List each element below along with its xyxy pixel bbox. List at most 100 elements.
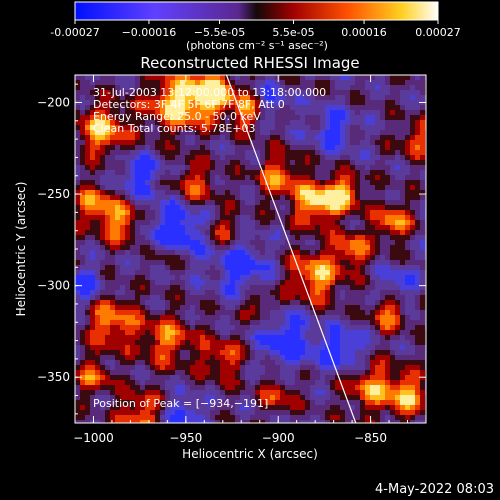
heatmap-cell <box>150 225 155 230</box>
heatmap-cell <box>170 395 175 400</box>
heatmap-cell <box>95 365 100 370</box>
heatmap-cell <box>170 240 175 245</box>
heatmap-cell <box>250 155 255 160</box>
heatmap-cell <box>175 195 180 200</box>
heatmap-cell <box>270 140 275 145</box>
heatmap-cell <box>75 195 80 200</box>
heatmap-cell <box>280 255 285 260</box>
heatmap-cell <box>130 75 135 80</box>
heatmap-cell <box>350 390 355 395</box>
heatmap-cell <box>150 265 155 270</box>
heatmap-cell <box>335 235 340 240</box>
heatmap-cell <box>305 355 310 360</box>
heatmap-cell <box>90 310 95 315</box>
heatmap-cell <box>130 105 135 110</box>
heatmap-cell <box>340 315 345 320</box>
heatmap-cell <box>245 140 250 145</box>
heatmap-cell <box>190 90 195 95</box>
heatmap-cell <box>145 130 150 135</box>
heatmap-cell <box>100 90 105 95</box>
heatmap-cell <box>140 275 145 280</box>
heatmap-cell <box>350 100 355 105</box>
heatmap-cell <box>400 145 405 150</box>
heatmap-cell <box>405 250 410 255</box>
heatmap-cell <box>405 370 410 375</box>
heatmap-cell <box>255 240 260 245</box>
heatmap-cell <box>250 145 255 150</box>
heatmap-cell <box>195 130 200 135</box>
heatmap-cell <box>290 215 295 220</box>
heatmap-cell <box>370 390 375 395</box>
heatmap-cell <box>215 345 220 350</box>
heatmap-cell <box>95 140 100 145</box>
heatmap-cell <box>220 255 225 260</box>
heatmap-cell <box>90 380 95 385</box>
heatmap-cell <box>150 200 155 205</box>
heatmap-cell <box>365 210 370 215</box>
heatmap-cell <box>265 390 270 395</box>
heatmap-cell <box>360 270 365 275</box>
heatmap-cell <box>410 310 415 315</box>
heatmap-cell <box>100 370 105 375</box>
heatmap-cell <box>420 405 425 410</box>
heatmap-cell <box>155 215 160 220</box>
heatmap-cell <box>175 365 180 370</box>
heatmap-cell <box>415 200 420 205</box>
heatmap-cell <box>345 260 350 265</box>
heatmap-cell <box>100 350 105 355</box>
heatmap-cell <box>225 340 230 345</box>
heatmap-cell <box>305 155 310 160</box>
heatmap-cell <box>140 405 145 410</box>
heatmap-cell <box>290 340 295 345</box>
heatmap-cell <box>85 390 90 395</box>
heatmap-cell <box>285 130 290 135</box>
heatmap-cell <box>365 400 370 405</box>
heatmap-cell <box>295 290 300 295</box>
heatmap-cell <box>180 150 185 155</box>
heatmap-cell <box>155 225 160 230</box>
heatmap-cell <box>275 395 280 400</box>
heatmap-cell <box>105 395 110 400</box>
heatmap-cell <box>245 270 250 275</box>
heatmap-cell <box>225 190 230 195</box>
heatmap-cell <box>300 295 305 300</box>
heatmap-cell <box>255 140 260 145</box>
heatmap-cell <box>125 115 130 120</box>
heatmap-cell <box>210 130 215 135</box>
heatmap-cell <box>370 265 375 270</box>
heatmap-cell <box>145 175 150 180</box>
heatmap-cell <box>165 230 170 235</box>
heatmap-cell <box>250 90 255 95</box>
heatmap-cell <box>95 320 100 325</box>
heatmap-cell <box>295 400 300 405</box>
heatmap-cell <box>400 130 405 135</box>
heatmap-cell <box>285 190 290 195</box>
heatmap-cell <box>350 255 355 260</box>
heatmap-cell <box>340 260 345 265</box>
heatmap-cell <box>100 235 105 240</box>
heatmap-cell <box>135 145 140 150</box>
heatmap-cell <box>285 165 290 170</box>
heatmap-cell <box>370 75 375 80</box>
heatmap-cell <box>155 295 160 300</box>
heatmap-cell <box>190 350 195 355</box>
heatmap-cell <box>300 115 305 120</box>
heatmap-cell <box>125 335 130 340</box>
heatmap-cell <box>210 345 215 350</box>
heatmap-cell <box>390 125 395 130</box>
heatmap-cell <box>170 290 175 295</box>
heatmap-cell <box>90 95 95 100</box>
heatmap-cell <box>210 140 215 145</box>
heatmap-cell <box>285 320 290 325</box>
heatmap-cell <box>195 215 200 220</box>
heatmap-cell <box>95 100 100 105</box>
heatmap-cell <box>365 80 370 85</box>
heatmap-cell <box>165 195 170 200</box>
heatmap-cell <box>260 420 265 423</box>
heatmap-cell <box>130 205 135 210</box>
heatmap-cell <box>315 310 320 315</box>
heatmap-cell <box>185 250 190 255</box>
heatmap-cell <box>410 405 415 410</box>
heatmap-cell <box>135 255 140 260</box>
heatmap-cell <box>85 200 90 205</box>
